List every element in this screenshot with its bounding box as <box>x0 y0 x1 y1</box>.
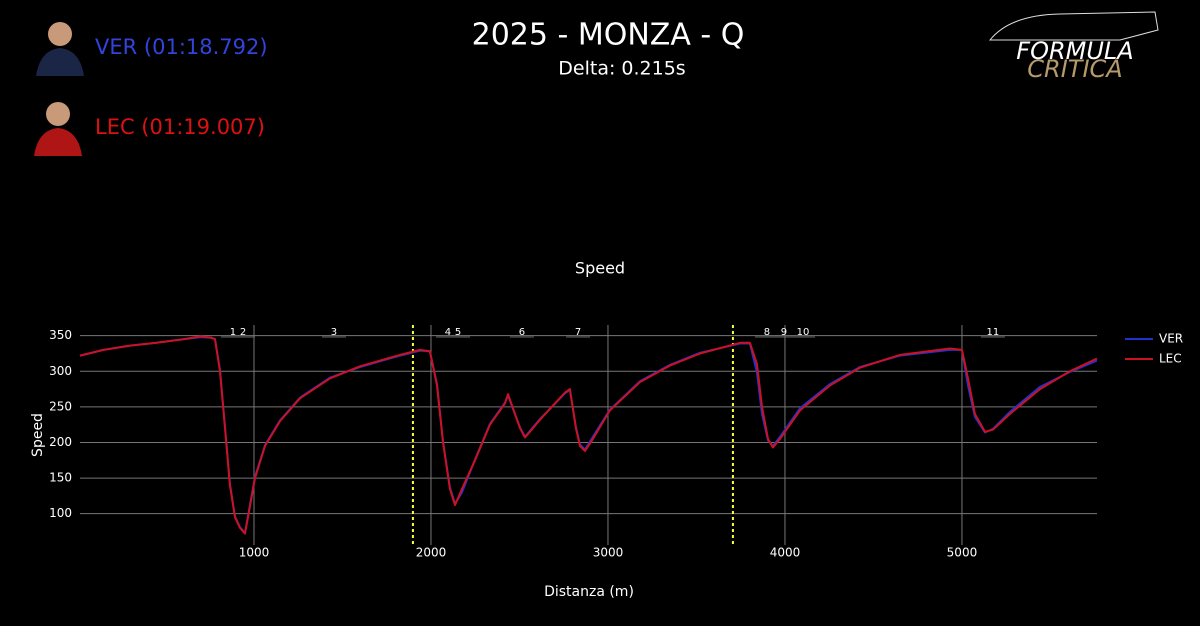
chart-title: Speed <box>575 259 625 278</box>
y-tick-label: 100 <box>49 506 72 520</box>
series-line <box>79 335 1098 535</box>
x-tick-label: 5000 <box>947 546 978 560</box>
logo-car <box>988 11 1159 41</box>
y-axis-label: Speed <box>30 413 46 457</box>
legend-label: VER <box>1159 332 1183 346</box>
x-axis-label: Distanza (m) <box>544 584 634 600</box>
y-tick-label: 150 <box>49 471 72 485</box>
x-tick-label: 3000 <box>593 546 624 560</box>
corner-label: 3 <box>331 327 337 338</box>
corner-label: 4 <box>445 327 451 338</box>
driver-label: VER (01:18.792) <box>95 35 268 59</box>
logo-text: FORMULA <box>1016 37 1133 65</box>
corner-label: 11 <box>987 327 1000 338</box>
y-tick-label: 300 <box>49 364 72 378</box>
driver-label: LEC (01:19.007) <box>95 115 265 139</box>
page-subtitle: Delta: 0.215s <box>558 58 685 80</box>
corner-label: 2 <box>240 327 246 338</box>
corner-label: 10 <box>797 327 810 338</box>
y-tick-label: 350 <box>49 328 72 342</box>
corner-label: 7 <box>575 327 581 338</box>
y-tick-label: 250 <box>49 399 72 413</box>
driver-photo <box>34 102 82 156</box>
corner-label: 6 <box>519 327 525 338</box>
x-tick-label: 4000 <box>770 546 801 560</box>
x-tick-label: 2000 <box>416 546 447 560</box>
driver-photo <box>36 22 84 76</box>
corner-label: 8 <box>764 327 770 338</box>
corner-label: 5 <box>455 327 461 338</box>
corner-label: 9 <box>781 327 787 338</box>
x-tick-label: 1000 <box>239 546 270 560</box>
logo-text: CRITICA <box>1027 55 1122 83</box>
page-title: 2025 - MONZA - Q <box>472 18 745 53</box>
corner-label: 1 <box>230 327 236 338</box>
legend-label: LEC <box>1159 352 1182 366</box>
y-tick-label: 200 <box>49 435 72 449</box>
